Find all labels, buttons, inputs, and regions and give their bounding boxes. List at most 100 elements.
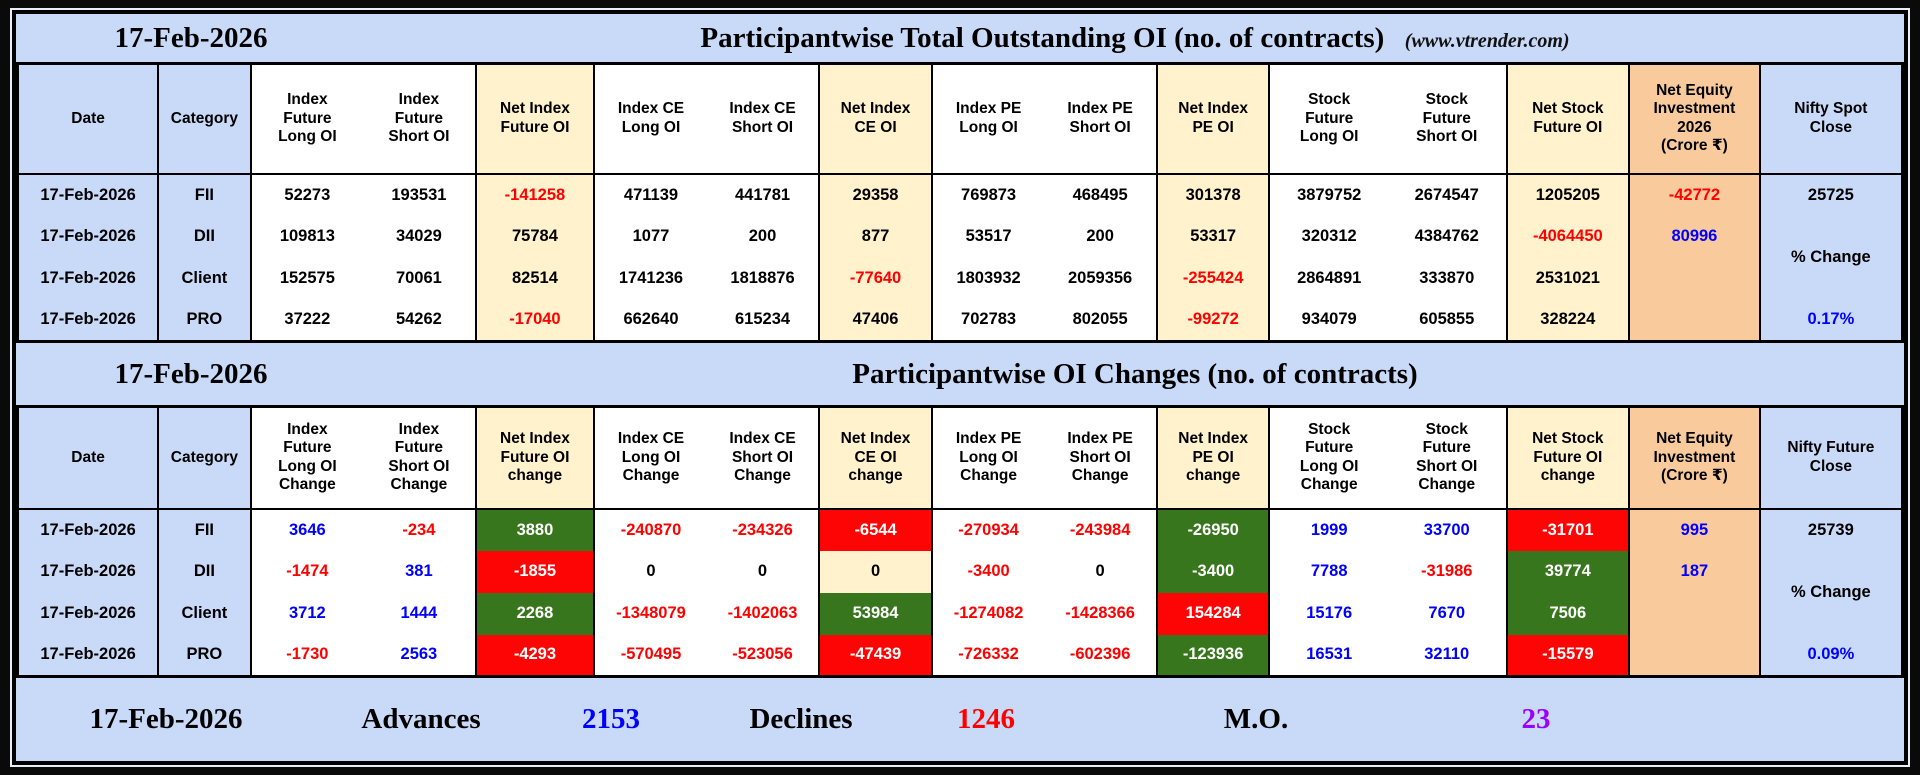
cell-stock-future-long-oi: 934079 xyxy=(1268,299,1388,342)
cell-index-pe-short-oi-change: -1428366 xyxy=(1044,592,1157,635)
col-header-net-equity-investment-2026: Net Equity Investment 2026 (Crore ₹) xyxy=(1628,63,1760,175)
cell-net-stock-future-oi-change: -15579 xyxy=(1505,634,1630,677)
cell-stock-future-long-oi-change: 15176 xyxy=(1268,592,1388,635)
cell-index-pe-long-oi: 702783 xyxy=(930,299,1045,342)
cell-nifty-future-close: 0.09% xyxy=(1758,634,1903,677)
col-header-net-stock-future-oi: Net Stock Future OI xyxy=(1505,63,1630,175)
cell-index-ce-long-oi-change: 0 xyxy=(593,550,707,593)
cell-net-equity-investment-2026: 80996 xyxy=(1628,215,1760,258)
col-header-nifty-spot-close: Nifty Spot Close xyxy=(1758,63,1903,175)
cell-net-index-pe-oi: -255424 xyxy=(1155,257,1270,300)
cell-index-pe-short-oi: 200 xyxy=(1044,215,1157,258)
cell-net-stock-future-oi: 2531021 xyxy=(1505,257,1630,300)
cell-category: Client xyxy=(157,257,251,300)
col-header-index-future-short-oi-change: Index Future Short OI Change xyxy=(363,406,476,510)
section1-titlebar: 17-Feb-2026 Participantwise Total Outsta… xyxy=(16,14,1904,62)
cell-net-index-pe-oi-change: -3400 xyxy=(1155,550,1270,593)
cell-index-future-long-oi-change: -1730 xyxy=(249,634,364,677)
cell-stock-future-long-oi-change: 16531 xyxy=(1268,634,1388,677)
col-header-net-index-future-oi: Net Index Future OI xyxy=(474,63,595,175)
advances-label: Advances xyxy=(361,703,481,735)
cell-net-index-ce-oi-change: 0 xyxy=(818,550,932,593)
section1-title-wrap: Participantwise Total Outstanding OI (no… xyxy=(366,22,1904,55)
cell-date: 17-Feb-2026 xyxy=(17,592,159,635)
cell-index-future-long-oi-change: 3646 xyxy=(249,508,364,551)
cell-net-index-future-oi-change: -1855 xyxy=(474,550,595,593)
cell-percent-change-label: % Change xyxy=(1758,550,1903,635)
advances-value: 2153 xyxy=(582,703,640,735)
cell-net-equity-investment-2026: -42772 xyxy=(1628,173,1760,216)
section1-date: 17-Feb-2026 xyxy=(114,21,268,54)
cell-nifty-spot-close: 25725 xyxy=(1758,173,1903,216)
cell-stock-future-long-oi-change: 1999 xyxy=(1268,508,1388,551)
cell-index-pe-short-oi-change: 0 xyxy=(1044,550,1157,593)
col-header-net-index-ce-oi: Net Index CE OI xyxy=(818,63,932,175)
cell-net-equity-investment-2026 xyxy=(1628,299,1760,342)
cell-net-index-future-oi-change: -4293 xyxy=(474,634,595,677)
cell-index-future-long-oi-change: 3712 xyxy=(249,592,364,635)
cell-stock-future-short-oi-change: 7670 xyxy=(1387,592,1507,635)
footer-date: 17-Feb-2026 xyxy=(89,703,243,735)
cell-index-pe-long-oi-change: -270934 xyxy=(930,508,1045,551)
cell-index-ce-short-oi: 441781 xyxy=(706,173,820,216)
cell-stock-future-long-oi: 2864891 xyxy=(1268,257,1388,300)
cell-index-future-long-oi: 109813 xyxy=(249,215,364,258)
cell-net-index-ce-oi-change: -6544 xyxy=(818,508,932,551)
cell-nifty-spot-close: 0.17% xyxy=(1758,299,1903,342)
cell-net-equity-investment: 187 xyxy=(1628,550,1760,593)
cell-net-stock-future-oi: -4064450 xyxy=(1505,215,1630,258)
cell-index-pe-long-oi: 53517 xyxy=(930,215,1045,258)
cell-net-index-future-oi: -17040 xyxy=(474,299,595,342)
cell-net-equity-investment: 995 xyxy=(1628,508,1760,551)
cell-stock-future-short-oi: 333870 xyxy=(1387,257,1507,300)
cell-net-index-ce-oi-change: 53984 xyxy=(818,592,932,635)
cell-stock-future-long-oi: 3879752 xyxy=(1268,173,1388,216)
col-header-date: Date xyxy=(17,406,159,510)
section2-titlebar: 17-Feb-2026 Participantwise OI Changes (… xyxy=(16,343,1904,405)
col-header-nifty-future-close: Nifty Future Close xyxy=(1758,406,1903,510)
cell-index-ce-long-oi-change: -240870 xyxy=(593,508,707,551)
cell-index-pe-short-oi: 2059356 xyxy=(1044,257,1157,300)
cell-date: 17-Feb-2026 xyxy=(17,299,159,342)
cell-index-ce-long-oi-change: -1348079 xyxy=(593,592,707,635)
cell-net-index-pe-oi: 301378 xyxy=(1155,173,1270,216)
data-row-dii: 17-Feb-2026 DII 109813 34029 75784 1077 200 877… xyxy=(17,215,1903,300)
cell-index-pe-short-oi-change: -602396 xyxy=(1044,634,1157,677)
cell-date: 17-Feb-2026 xyxy=(17,215,159,258)
cell-net-index-pe-oi: -99272 xyxy=(1155,299,1270,342)
section1-title: Participantwise Total Outstanding OI (no… xyxy=(700,21,1385,54)
mo-value: 23 xyxy=(1521,703,1551,735)
data-row-pro: 17-Feb-2026 PRO -1730 2563 -4293 -570495 -5230… xyxy=(17,634,1903,677)
cell-net-index-pe-oi: 53317 xyxy=(1155,215,1270,258)
col-header-stock-future-long-oi-change: Stock Future Long OI Change xyxy=(1268,406,1388,510)
cell-index-ce-long-oi: 1741236 xyxy=(593,257,707,300)
cell-percent-change-label: % Change xyxy=(1758,215,1903,300)
cell-category: DII xyxy=(157,215,251,258)
market-breadth-footer: 17-Feb-2026 Advances 2153 Declines 1246 … xyxy=(16,678,1904,761)
cell-net-equity-investment xyxy=(1628,592,1760,635)
declines-value: 1246 xyxy=(957,703,1015,735)
data-row-client: 17-Feb-2026 Client 152575 70061 82514 1741236… xyxy=(17,257,1903,300)
site-credit: (www.vtrender.com) xyxy=(1404,29,1570,52)
cell-index-ce-short-oi: 1818876 xyxy=(706,257,820,300)
cell-index-future-short-oi-change: -234 xyxy=(363,508,476,551)
cell-date: 17-Feb-2026 xyxy=(17,173,159,216)
cell-net-index-future-oi: 75784 xyxy=(474,215,595,258)
cell-net-index-pe-oi-change: 154284 xyxy=(1155,592,1270,635)
outer-border: 17-Feb-2026 Participantwise Total Outsta… xyxy=(10,8,1910,767)
col-header-category: Category xyxy=(157,406,251,510)
cell-stock-future-short-oi-change: -31986 xyxy=(1387,550,1507,593)
cell-index-ce-short-oi-change: -234326 xyxy=(706,508,820,551)
header-row: Date Category Index Future Long OI Change I… xyxy=(17,406,1903,510)
col-header-index-pe-short-oi: Index PE Short OI xyxy=(1044,63,1157,175)
cell-net-index-future-oi: -141258 xyxy=(474,173,595,216)
cell-index-ce-long-oi-change: -570495 xyxy=(593,634,707,677)
col-header-net-index-ce-oi-change: Net Index CE OI change xyxy=(818,406,932,510)
cell-index-ce-long-oi: 662640 xyxy=(593,299,707,342)
cell-date: 17-Feb-2026 xyxy=(17,257,159,300)
cell-net-stock-future-oi: 328224 xyxy=(1505,299,1630,342)
col-header-index-pe-long-oi-change: Index PE Long OI Change xyxy=(930,406,1045,510)
cell-net-index-ce-oi: 47406 xyxy=(818,299,932,342)
cell-date: 17-Feb-2026 xyxy=(17,550,159,593)
col-header-net-index-pe-oi: Net Index PE OI xyxy=(1155,63,1270,175)
